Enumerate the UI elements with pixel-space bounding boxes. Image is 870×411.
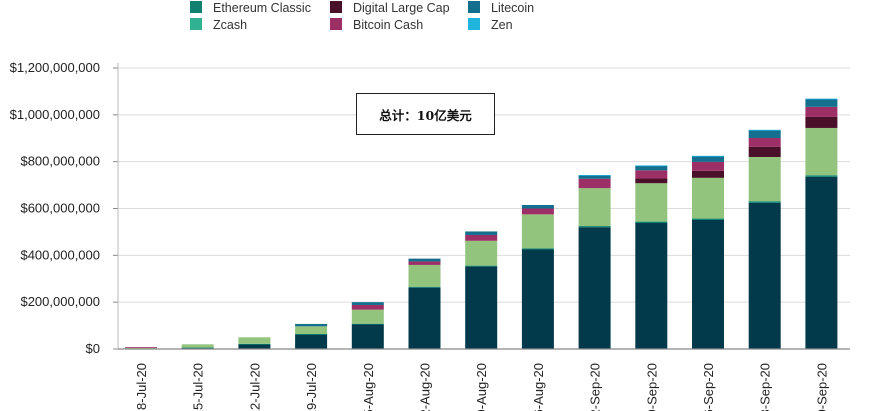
- bar-segment: [578, 175, 611, 179]
- x-tick-label: 22-Jul-20: [247, 363, 262, 411]
- legend-label: Litecoin: [491, 1, 534, 15]
- legend-label: Ethereum Classic: [213, 1, 311, 15]
- legend-swatch: [190, 18, 202, 30]
- y-tick-label: $1,000,000,000: [10, 107, 100, 122]
- y-tick-label: $400,000,000: [20, 247, 100, 262]
- bar-segment: [408, 264, 441, 287]
- bar-segment: [578, 227, 611, 349]
- bar-segment: [181, 344, 214, 348]
- bar-segment: [465, 266, 498, 349]
- bar-segment: [578, 226, 611, 228]
- legend-label: Zen: [491, 18, 513, 32]
- bar-segment: [351, 304, 384, 310]
- x-tick-label: 12-Aug-20: [418, 363, 433, 411]
- bar-segment: [635, 221, 668, 224]
- bar-segment: [805, 106, 838, 117]
- bar-segment: [692, 218, 724, 220]
- bar-segment: [692, 177, 724, 219]
- bar-segment: [238, 337, 271, 344]
- bar-segment: [295, 334, 328, 349]
- x-tick-label: 5-Aug-20: [361, 363, 376, 411]
- legend-swatch: [468, 18, 480, 30]
- bar-segment: [465, 234, 498, 241]
- bar-segment: [635, 178, 668, 184]
- bar-segment: [351, 309, 384, 324]
- bar-segment: [692, 155, 724, 157]
- bar-segment: [692, 219, 724, 349]
- bar-segment: [805, 176, 838, 349]
- bar-segment: [805, 98, 838, 107]
- bar-segment: [578, 175, 611, 176]
- bar-segment: [692, 170, 724, 178]
- bar-segment: [125, 347, 157, 348]
- legend-swatch: [468, 1, 480, 13]
- legend-swatch: [190, 1, 202, 13]
- x-tick-label: 19-Aug-20: [474, 363, 489, 411]
- bar-segment: [635, 183, 668, 222]
- x-tick-label: 26-Aug-20: [531, 363, 546, 411]
- bar-segment: [465, 240, 498, 266]
- total-annotation: 总计：10亿美元: [356, 93, 495, 135]
- bar-segment: [238, 343, 271, 345]
- bar-segment: [408, 287, 441, 349]
- bar-segment: [635, 223, 668, 349]
- legend-label: Bitcoin Cash: [353, 18, 423, 32]
- bar-segment: [465, 265, 498, 267]
- y-tick-label: $0: [86, 341, 100, 356]
- bar-segment: [351, 302, 384, 305]
- bar-segment: [748, 201, 781, 203]
- bar-segment: [748, 138, 781, 147]
- bar-segment: [408, 286, 441, 288]
- bar-segment: [748, 146, 781, 157]
- bar-segment: [521, 249, 554, 349]
- y-tick-label: $200,000,000: [20, 294, 100, 309]
- bar-segment: [692, 156, 724, 162]
- bar-segment: [181, 347, 214, 349]
- bar-segment: [351, 323, 384, 325]
- bar-segment: [521, 214, 554, 249]
- legend-swatch: [330, 1, 342, 13]
- bar-segment: [805, 98, 838, 100]
- bar-segment: [635, 170, 668, 179]
- bar-segment: [408, 258, 441, 262]
- y-tick-label: $800,000,000: [20, 154, 100, 169]
- y-tick-label: $600,000,000: [20, 201, 100, 216]
- bar-segment: [521, 204, 554, 209]
- x-tick-label: 29-Jul-20: [304, 363, 319, 411]
- bar-segment: [465, 231, 498, 235]
- legend-label: Zcash: [213, 18, 247, 32]
- bar-segment: [805, 127, 838, 176]
- bar-segment: [635, 165, 668, 171]
- bar-segment: [748, 130, 781, 139]
- bar-segment: [748, 156, 781, 202]
- x-tick-label: 9-Sep-20: [644, 363, 659, 411]
- bar-segment: [125, 347, 157, 349]
- bar-segment: [692, 161, 724, 171]
- bar-segment: [521, 248, 554, 250]
- y-tick-label: $1,200,000,000: [10, 60, 100, 75]
- x-tick-label: 8-Jul-20: [134, 363, 149, 410]
- bar-segment: [295, 334, 328, 335]
- x-tick-label: 2-Sep-20: [588, 363, 603, 411]
- bar-segment: [805, 116, 838, 128]
- bar-segment: [805, 175, 838, 177]
- x-tick-label: 16-Sep-20: [701, 363, 716, 411]
- bar-segment: [748, 202, 781, 349]
- bar-segment: [238, 344, 271, 349]
- bar-segment: [521, 208, 554, 215]
- bar-segment: [295, 323, 328, 327]
- bar-segment: [408, 261, 441, 265]
- bar-segment: [578, 188, 611, 227]
- x-tick-label: 23-Sep-20: [758, 363, 773, 411]
- bar-segment: [351, 324, 384, 349]
- bar-segment: [295, 326, 328, 335]
- legend-swatch: [330, 18, 342, 30]
- x-tick-label: 15-Jul-20: [191, 363, 206, 411]
- bar-segment: [635, 165, 668, 167]
- bar-segment: [578, 178, 611, 189]
- bar-segment: [748, 129, 781, 131]
- legend-label: Digital Large Cap: [353, 1, 450, 15]
- x-tick-label: 30-Sep-20: [814, 363, 829, 411]
